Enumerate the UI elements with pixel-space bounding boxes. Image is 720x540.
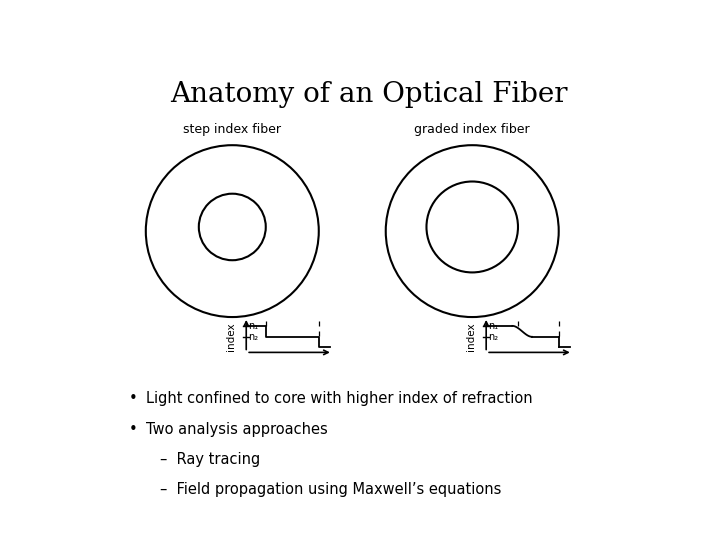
Ellipse shape: [426, 181, 518, 272]
Text: core: core: [220, 212, 245, 222]
Text: index: index: [225, 322, 235, 351]
Text: Two analysis approaches: Two analysis approaches: [145, 422, 328, 437]
Text: graded index fiber: graded index fiber: [415, 123, 530, 136]
Text: core: core: [460, 208, 485, 218]
Text: •: •: [129, 422, 138, 437]
Ellipse shape: [199, 194, 266, 260]
Text: Anatomy of an Optical Fiber: Anatomy of an Optical Fiber: [170, 82, 568, 109]
Text: n₁: n₁: [488, 321, 498, 331]
Text: n₂: n₂: [488, 332, 498, 342]
Text: index: index: [466, 322, 475, 351]
Text: •: •: [129, 391, 138, 406]
Text: n₁: n₁: [248, 321, 258, 331]
Text: Light confined to core with higher index of refraction: Light confined to core with higher index…: [145, 391, 532, 406]
Text: n₂: n₂: [248, 332, 258, 342]
Text: –  Field propagation using Maxwell’s equations: – Field propagation using Maxwell’s equa…: [160, 482, 501, 497]
Text: a: a: [247, 219, 254, 232]
Text: –  Ray tracing: – Ray tracing: [160, 453, 260, 467]
Text: step index fiber: step index fiber: [184, 123, 282, 136]
